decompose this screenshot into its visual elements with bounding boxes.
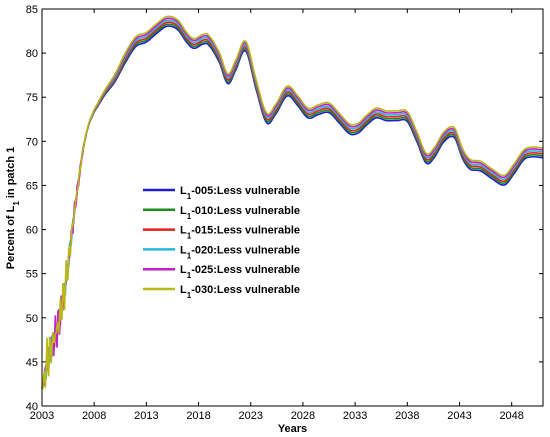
y-tick-label: 50: [26, 313, 38, 325]
y-tick-label: 80: [26, 48, 38, 60]
x-tick-label: 2028: [291, 410, 315, 422]
y-tick-label: 75: [26, 92, 38, 104]
x-tick-label: 2043: [447, 410, 471, 422]
plot-area: [42, 9, 543, 406]
legend-label: L1-020:Less vulnerable: [180, 244, 300, 260]
legend-label: L1-015:Less vulnerable: [180, 225, 300, 241]
legend-label: L1-010:Less vulnerable: [180, 205, 300, 221]
x-tick-label: 2018: [186, 410, 210, 422]
x-tick-label: 2013: [134, 410, 158, 422]
y-tick-label: 70: [26, 136, 38, 148]
y-axis-label: Percent of L1 in patch 1: [5, 147, 21, 269]
legend: L1-005:Less vulnerable L1-010:Less vulner…: [143, 185, 300, 300]
legend-label: L1-005:Less vulnerable: [180, 185, 300, 201]
y-tick-label: 40: [26, 401, 38, 413]
x-tick-label: 2003: [30, 410, 54, 422]
y-tick-label: 65: [26, 180, 38, 192]
y-tick-label: 45: [26, 357, 38, 369]
x-tick-label: 2048: [499, 410, 523, 422]
x-tick-label: 2038: [395, 410, 419, 422]
plot-frame: [41, 8, 544, 407]
x-axis-label: Years: [278, 423, 307, 435]
y-tick-label: 85: [26, 4, 38, 16]
x-tick-label: 2023: [239, 410, 263, 422]
legend-label: L1-030:Less vulnerable: [180, 284, 300, 300]
y-tick-label: 60: [26, 225, 38, 237]
x-tick-label: 2033: [343, 410, 367, 422]
y-tick-label: 55: [26, 269, 38, 281]
series-line: [41, 15, 544, 390]
legend-label: L1-025:Less vulnerable: [180, 264, 300, 280]
x-tick-label: 2008: [82, 410, 106, 422]
axes: 2003 2008 2013 2018 2023 2028 2033 2038 2043 2048…: [26, 4, 543, 422]
series-layer: [41, 15, 544, 390]
